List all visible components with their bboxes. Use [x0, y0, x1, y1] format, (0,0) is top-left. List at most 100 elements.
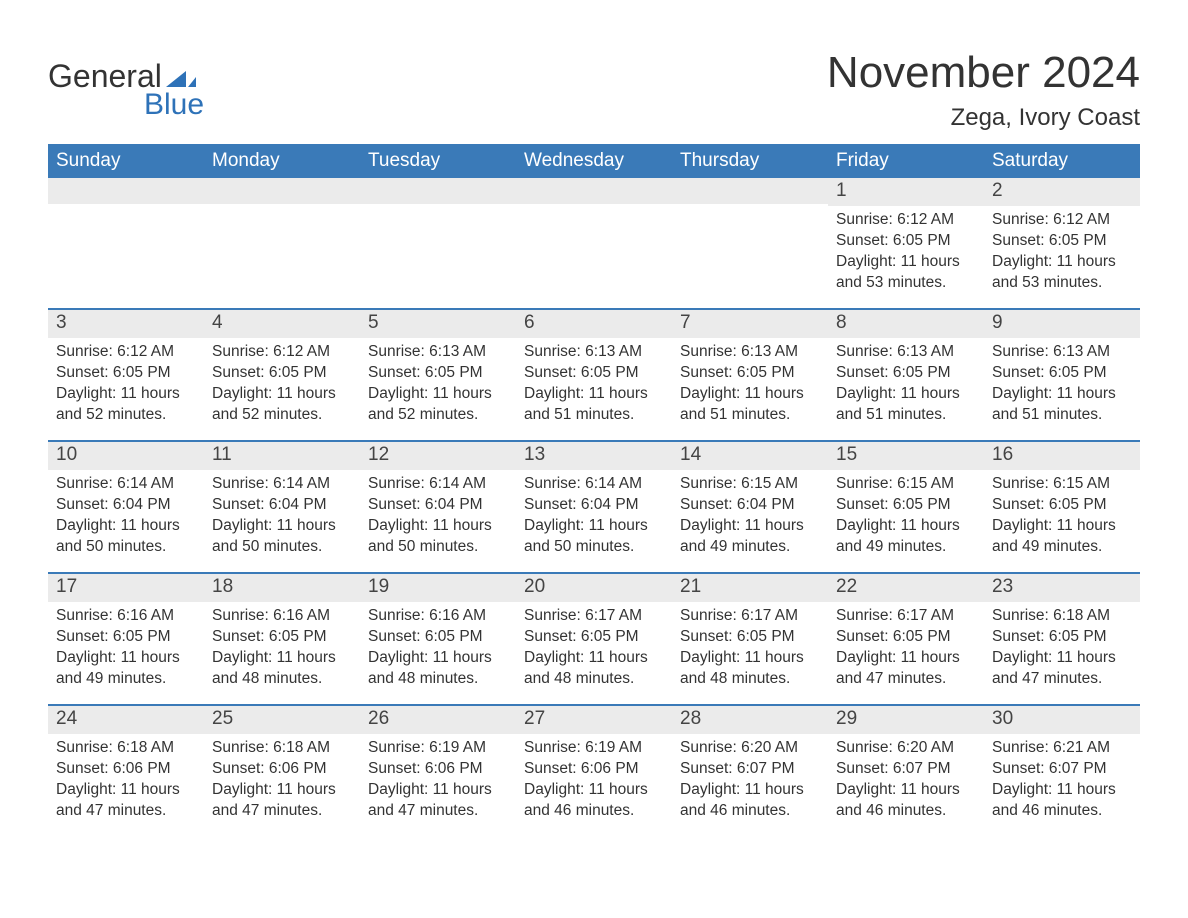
daylight-text-2: and 51 minutes. — [680, 405, 820, 425]
day-number: 6 — [516, 310, 672, 338]
sunrise-text: Sunrise: 6:13 AM — [524, 342, 664, 362]
sunset-text: Sunset: 6:05 PM — [836, 627, 976, 647]
day-cell: 13Sunrise: 6:14 AMSunset: 6:04 PMDayligh… — [516, 442, 672, 572]
daylight-text-1: Daylight: 11 hours — [524, 384, 664, 404]
sunset-text: Sunset: 6:07 PM — [680, 759, 820, 779]
day-body: Sunrise: 6:19 AMSunset: 6:06 PMDaylight:… — [516, 734, 672, 829]
day-body: Sunrise: 6:14 AMSunset: 6:04 PMDaylight:… — [48, 470, 204, 565]
day-body: Sunrise: 6:13 AMSunset: 6:05 PMDaylight:… — [828, 338, 984, 433]
daylight-text-2: and 50 minutes. — [56, 537, 196, 557]
day-cell: 27Sunrise: 6:19 AMSunset: 6:06 PMDayligh… — [516, 706, 672, 836]
sunrise-text: Sunrise: 6:13 AM — [992, 342, 1132, 362]
sunset-text: Sunset: 6:05 PM — [524, 363, 664, 383]
empty-day-strip — [672, 178, 828, 204]
week-row: 17Sunrise: 6:16 AMSunset: 6:05 PMDayligh… — [48, 572, 1140, 704]
day-body: Sunrise: 6:17 AMSunset: 6:05 PMDaylight:… — [516, 602, 672, 697]
day-body: Sunrise: 6:15 AMSunset: 6:05 PMDaylight:… — [984, 470, 1140, 565]
daylight-text-2: and 50 minutes. — [368, 537, 508, 557]
day-number: 20 — [516, 574, 672, 602]
day-cell: 3Sunrise: 6:12 AMSunset: 6:05 PMDaylight… — [48, 310, 204, 440]
daylight-text-1: Daylight: 11 hours — [680, 384, 820, 404]
daylight-text-2: and 48 minutes. — [212, 669, 352, 689]
day-cell: 23Sunrise: 6:18 AMSunset: 6:05 PMDayligh… — [984, 574, 1140, 704]
day-body: Sunrise: 6:16 AMSunset: 6:05 PMDaylight:… — [360, 602, 516, 697]
day-cell: 1Sunrise: 6:12 AMSunset: 6:05 PMDaylight… — [828, 178, 984, 308]
sunrise-text: Sunrise: 6:16 AM — [56, 606, 196, 626]
day-number: 26 — [360, 706, 516, 734]
day-number: 5 — [360, 310, 516, 338]
day-number: 9 — [984, 310, 1140, 338]
day-number: 17 — [48, 574, 204, 602]
day-cell: 2 Sunrise: 6:12 AMSunset: 6:05 PMDaylight… — [984, 178, 1140, 308]
daylight-text-2: and 51 minutes. — [836, 405, 976, 425]
sunrise-text: Sunrise: 6:12 AM — [212, 342, 352, 362]
daylight-text-1: Daylight: 11 hours — [992, 780, 1132, 800]
sunrise-text: Sunrise: 6:18 AM — [992, 606, 1132, 626]
day-number: 2 — [984, 178, 1140, 206]
daylight-text-2: and 47 minutes. — [56, 801, 196, 821]
sunset-text: Sunset: 6:05 PM — [212, 627, 352, 647]
daylight-text-2: and 52 minutes. — [56, 405, 196, 425]
day-body: Sunrise: 6:15 AMSunset: 6:05 PMDaylight:… — [828, 470, 984, 565]
sunset-text: Sunset: 6:05 PM — [992, 231, 1132, 251]
daylight-text-2: and 52 minutes. — [368, 405, 508, 425]
sunset-text: Sunset: 6:07 PM — [836, 759, 976, 779]
daylight-text-1: Daylight: 11 hours — [524, 780, 664, 800]
title-block: November 2024 Zega, Ivory Coast — [827, 48, 1140, 132]
header: General Blue November 2024 Zega, Ivory C… — [48, 48, 1140, 132]
day-body: Sunrise: 6:18 AMSunset: 6:06 PMDaylight:… — [48, 734, 204, 829]
location-subtitle: Zega, Ivory Coast — [827, 104, 1140, 132]
day-number: 8 — [828, 310, 984, 338]
sunrise-text: Sunrise: 6:15 AM — [992, 474, 1132, 494]
sunset-text: Sunset: 6:05 PM — [56, 363, 196, 383]
day-number: 7 — [672, 310, 828, 338]
day-number: 11 — [204, 442, 360, 470]
day-cell: 17Sunrise: 6:16 AMSunset: 6:05 PMDayligh… — [48, 574, 204, 704]
day-number: 23 — [984, 574, 1140, 602]
daylight-text-2: and 48 minutes. — [368, 669, 508, 689]
sunrise-text: Sunrise: 6:13 AM — [368, 342, 508, 362]
sunrise-text: Sunrise: 6:18 AM — [56, 738, 196, 758]
sunrise-text: Sunrise: 6:12 AM — [992, 210, 1132, 230]
day-number: 1 — [828, 178, 984, 206]
day-body: Sunrise: 6:16 AMSunset: 6:05 PMDaylight:… — [204, 602, 360, 697]
day-cell: 15Sunrise: 6:15 AMSunset: 6:05 PMDayligh… — [828, 442, 984, 572]
sunrise-text: Sunrise: 6:15 AM — [836, 474, 976, 494]
daylight-text-1: Daylight: 11 hours — [992, 252, 1132, 272]
daylight-text-1: Daylight: 11 hours — [368, 516, 508, 536]
sunrise-text: Sunrise: 6:12 AM — [56, 342, 196, 362]
daylight-text-1: Daylight: 11 hours — [836, 516, 976, 536]
daylight-text-2: and 46 minutes. — [524, 801, 664, 821]
daylight-text-1: Daylight: 11 hours — [992, 648, 1132, 668]
day-cell — [360, 178, 516, 308]
day-cell: 12Sunrise: 6:14 AMSunset: 6:04 PMDayligh… — [360, 442, 516, 572]
daylight-text-2: and 46 minutes. — [992, 801, 1132, 821]
sunset-text: Sunset: 6:05 PM — [524, 627, 664, 647]
daylight-text-1: Daylight: 11 hours — [56, 780, 196, 800]
day-cell: 9Sunrise: 6:13 AMSunset: 6:05 PMDaylight… — [984, 310, 1140, 440]
weekday-header-row: Sunday Monday Tuesday Wednesday Thursday… — [48, 144, 1140, 178]
daylight-text-2: and 51 minutes. — [524, 405, 664, 425]
day-body: Sunrise: 6:19 AMSunset: 6:06 PMDaylight:… — [360, 734, 516, 829]
month-title: November 2024 — [827, 48, 1140, 98]
day-number: 10 — [48, 442, 204, 470]
sunrise-text: Sunrise: 6:18 AM — [212, 738, 352, 758]
day-cell — [516, 178, 672, 308]
day-body: Sunrise: 6:18 AMSunset: 6:06 PMDaylight:… — [204, 734, 360, 829]
sunrise-text: Sunrise: 6:12 AM — [836, 210, 976, 230]
day-cell: 14Sunrise: 6:15 AMSunset: 6:04 PMDayligh… — [672, 442, 828, 572]
day-body: Sunrise: 6:13 AMSunset: 6:05 PMDaylight:… — [672, 338, 828, 433]
day-body: Sunrise: 6:13 AMSunset: 6:05 PMDaylight:… — [360, 338, 516, 433]
empty-day-strip — [516, 178, 672, 204]
daylight-text-1: Daylight: 11 hours — [680, 780, 820, 800]
daylight-text-2: and 49 minutes. — [836, 537, 976, 557]
daylight-text-2: and 47 minutes. — [368, 801, 508, 821]
daylight-text-1: Daylight: 11 hours — [524, 648, 664, 668]
day-cell: 28Sunrise: 6:20 AMSunset: 6:07 PMDayligh… — [672, 706, 828, 836]
empty-day-strip — [204, 178, 360, 204]
day-body: Sunrise: 6:20 AMSunset: 6:07 PMDaylight:… — [828, 734, 984, 829]
sunset-text: Sunset: 6:04 PM — [680, 495, 820, 515]
day-cell: 8Sunrise: 6:13 AMSunset: 6:05 PMDaylight… — [828, 310, 984, 440]
day-body: Sunrise: 6:15 AMSunset: 6:04 PMDaylight:… — [672, 470, 828, 565]
daylight-text-1: Daylight: 11 hours — [836, 648, 976, 668]
